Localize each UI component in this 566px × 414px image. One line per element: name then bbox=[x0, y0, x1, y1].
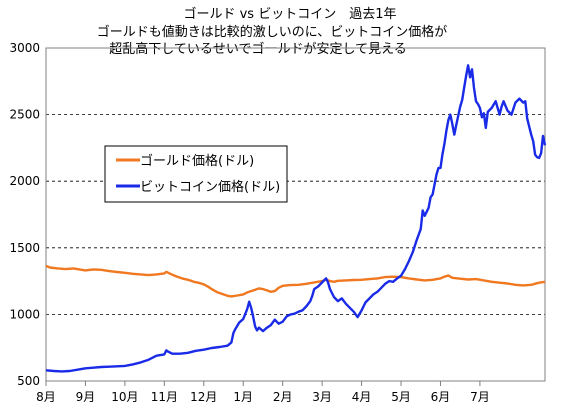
x-tick-label: 1月 bbox=[233, 390, 253, 404]
plot-area-border bbox=[45, 47, 546, 382]
legend: ゴールド価格(ドル) ビットコイン価格(ドル) bbox=[104, 145, 288, 203]
chart-title-line-2: ゴールドも値動きは比較的激しいのに、ビットコイン価格が bbox=[97, 24, 448, 40]
series-line-bitcoin bbox=[45, 64, 547, 373]
legend-box bbox=[104, 145, 288, 203]
x-axis-ticks: 8月 9月 10月 11月 12月 1月 2月 3月 4月 5月 6月 7月 bbox=[36, 381, 490, 404]
legend-label-gold: ゴールド価格(ドル) bbox=[140, 153, 254, 169]
x-tick-label: 7月 bbox=[470, 390, 490, 404]
x-tick-label: 8月 bbox=[36, 390, 56, 404]
x-tick-label: 11月 bbox=[151, 390, 178, 404]
chart-title-line-1: ゴールド vs ビットコイン 過去1年 bbox=[183, 6, 396, 22]
x-tick-label: 10月 bbox=[111, 390, 138, 404]
x-tick-label: 5月 bbox=[391, 390, 411, 404]
y-tick-label: 2000 bbox=[9, 174, 40, 188]
x-tick-label: 12月 bbox=[190, 390, 217, 404]
series-line-gold bbox=[45, 264, 546, 298]
legend-label-bitcoin: ビットコイン価格(ドル) bbox=[140, 179, 280, 195]
x-tick-label: 3月 bbox=[312, 390, 332, 404]
y-tick-label: 2500 bbox=[9, 108, 40, 122]
x-tick-label: 6月 bbox=[431, 390, 451, 404]
x-tick-label: 4月 bbox=[352, 390, 372, 404]
y-tick-label: 3000 bbox=[9, 41, 40, 55]
y-tick-label: 1000 bbox=[9, 307, 40, 321]
x-tick-label: 9月 bbox=[76, 390, 96, 404]
x-tick-label: 2月 bbox=[273, 390, 293, 404]
chart-title-line-3: 超乱高下しているせいでゴールドが安定して見える bbox=[109, 41, 406, 57]
y-axis-ticks: 500 1000 1500 2000 2500 3000 bbox=[9, 41, 40, 388]
y-tick-label: 500 bbox=[17, 374, 40, 388]
gridlines bbox=[46, 114, 545, 315]
series-layer bbox=[45, 64, 547, 373]
chart-title: ゴールド vs ビットコイン 過去1年 ゴールドも値動きは比較的激しいのに、ビッ… bbox=[97, 6, 448, 57]
y-tick-label: 1500 bbox=[9, 241, 40, 255]
